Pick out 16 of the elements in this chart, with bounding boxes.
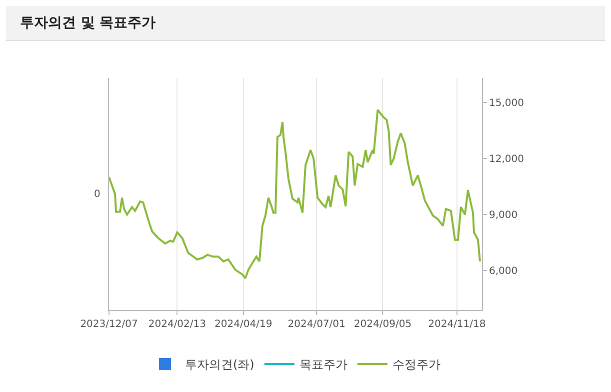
x-tick-label: 2024/04/19 (214, 319, 272, 330)
line-series (109, 108, 481, 280)
text: 0 (94, 189, 100, 200)
x-tick-label: 2024/11/18 (428, 319, 486, 330)
y2-tick-label: 12,000 (489, 154, 524, 165)
x-tick-label: 2023/12/07 (80, 319, 138, 330)
x-tick-label: 2024/07/01 (288, 319, 346, 330)
y2-tick-label: 15,000 (489, 98, 524, 109)
x-tick-label: 2024/09/05 (354, 319, 412, 330)
legend-label: 수정주가 (392, 358, 440, 372)
legend-label: 목표주가 (299, 358, 348, 372)
x-tick-label: 2024/02/13 (148, 319, 206, 330)
legend-label: 투자의견(좌) (185, 358, 254, 372)
y2-tick-label: 6,000 (489, 266, 518, 278)
y2-tick-label: 9,000 (489, 210, 518, 222)
chart-title: 투자의견 및 목표주가 (20, 14, 156, 32)
